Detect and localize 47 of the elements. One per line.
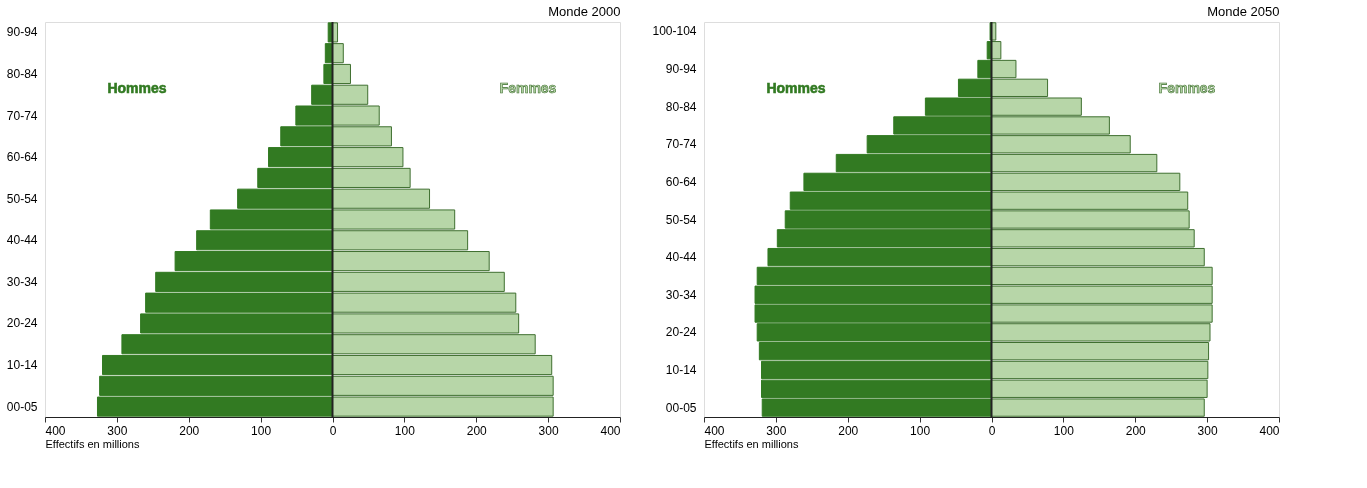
y-tick-label: 40-44 xyxy=(6,233,38,248)
x-tick-label: 200 xyxy=(838,423,859,438)
x-tick-label: 100 xyxy=(910,423,931,438)
y-tick-label: 80-84 xyxy=(665,99,697,114)
x-axis-title: Effectifs en millions xyxy=(704,437,799,450)
y-tick-label: 10-14 xyxy=(6,358,38,373)
x-tick-label: 200 xyxy=(179,423,200,438)
x-tick-label: 200 xyxy=(466,423,488,438)
x-axis-title: Effectifs en millions xyxy=(45,437,140,450)
text: Femmes xyxy=(1158,80,1216,97)
x-tick-label: 300 xyxy=(107,423,128,438)
y-tick-label: 70-74 xyxy=(6,108,38,123)
y-tick-label: 100-104 xyxy=(652,24,697,39)
x-tick-label: 400 xyxy=(1259,423,1280,438)
y-tick-label: 00-05 xyxy=(665,400,697,415)
y-tick-label: 20-24 xyxy=(6,316,38,331)
x-tick-label: 400 xyxy=(600,423,621,438)
y-tick-label: 40-44 xyxy=(665,250,697,265)
x-tick-label: 100 xyxy=(251,423,272,438)
y-tick-label: 30-34 xyxy=(6,274,38,289)
x-tick-label: 100 xyxy=(1053,423,1075,438)
y-tick-label: 30-34 xyxy=(665,287,697,302)
x-tick-label: 0 xyxy=(988,423,996,438)
text: Hommes xyxy=(766,80,826,97)
chart-title: Monde 2000 xyxy=(548,4,621,19)
y-tick-label: 20-24 xyxy=(665,325,697,340)
y-tick-label: 90-94 xyxy=(6,25,38,40)
x-tick-label: 400 xyxy=(704,423,725,438)
y-tick-label: 80-84 xyxy=(6,66,38,81)
x-tick-label: 100 xyxy=(394,423,416,438)
y-tick-label: 10-14 xyxy=(665,362,697,377)
text: Femmes xyxy=(499,80,557,97)
x-tick-label: 300 xyxy=(766,423,787,438)
y-tick-label: 60-64 xyxy=(665,174,697,189)
x-tick-label: 400 xyxy=(45,423,66,438)
x-tick-label: 300 xyxy=(1197,423,1218,438)
y-tick-label: 00-05 xyxy=(6,399,38,414)
text: Hommes xyxy=(107,80,167,97)
y-tick-label: 70-74 xyxy=(665,137,697,152)
y-tick-label: 90-94 xyxy=(665,62,697,77)
x-tick-label: 300 xyxy=(538,423,559,438)
x-tick-label: 200 xyxy=(1125,423,1147,438)
chart-title: Monde 2050 xyxy=(1207,4,1280,19)
y-tick-label: 50-54 xyxy=(6,191,38,206)
y-tick-label: 50-54 xyxy=(665,212,697,227)
y-tick-label: 60-64 xyxy=(6,150,38,165)
x-tick-label: 0 xyxy=(329,423,337,438)
